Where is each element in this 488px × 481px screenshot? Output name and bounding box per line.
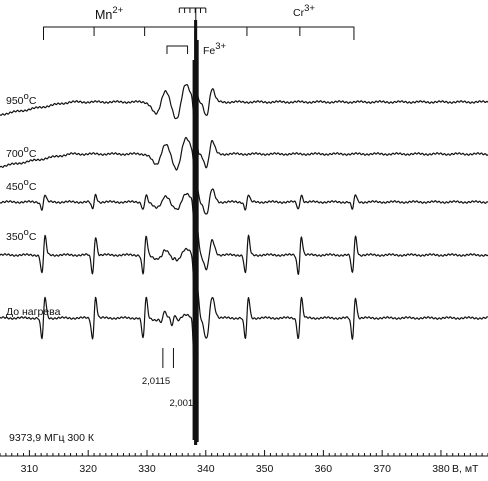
g-marker-label-0: 2,0115 [142,376,170,387]
spectra-traces [0,20,488,445]
spectrum-line-2 [0,183,488,225]
x-tick-label-360: 360 [315,463,333,475]
x-tick-label-310: 310 [21,463,39,475]
spectrum-line-0 [0,82,488,120]
x-axis-label: B, мТ [452,463,479,475]
x-axis: 310 320 330 340 350 360 370 380 [0,450,488,475]
cr-lines-bracket: Cr3+ [178,3,315,20]
spectrum-line-4 [0,282,488,366]
cr-bracket-line [178,7,207,20]
central-spike [192,20,199,445]
x-tick-label-330: 330 [138,463,156,475]
spectrum-line-1 [0,134,488,171]
x-tick-label-380: 380 [432,463,450,475]
series-label-0: 950oC [6,91,37,107]
measurement-conditions: 9373,9 МГц 300 К [9,432,95,444]
cr-label: Cr3+ [293,3,315,19]
mn-lines-bracket: Mn2+ [43,5,355,40]
series-label-3: 350oC [6,227,37,243]
fe-range-bracket: Fe3+ [166,41,227,57]
series-label-4: До нагрева [6,306,61,318]
x-tick-label-350: 350 [256,463,274,475]
fe-label: Fe3+ [203,41,227,57]
mn-label: Mn2+ [95,5,124,22]
series-label-1: 700oC [6,144,37,160]
series-labels: 950oC 700oC 450oC 350oC До нагрева [6,91,61,318]
g-factor-markers: 2,0115 2,0012 [142,348,199,409]
series-label-2: 450oC [6,177,37,193]
x-tick-label-320: 320 [79,463,97,475]
fe-bracket-line [166,45,189,54]
x-tick-label-370: 370 [373,463,391,475]
mn-bracket-line [43,26,355,40]
g-marker-label-1: 2,0012 [169,398,198,409]
spectrum-line-3 [0,226,488,290]
x-tick-label-340: 340 [197,463,215,475]
